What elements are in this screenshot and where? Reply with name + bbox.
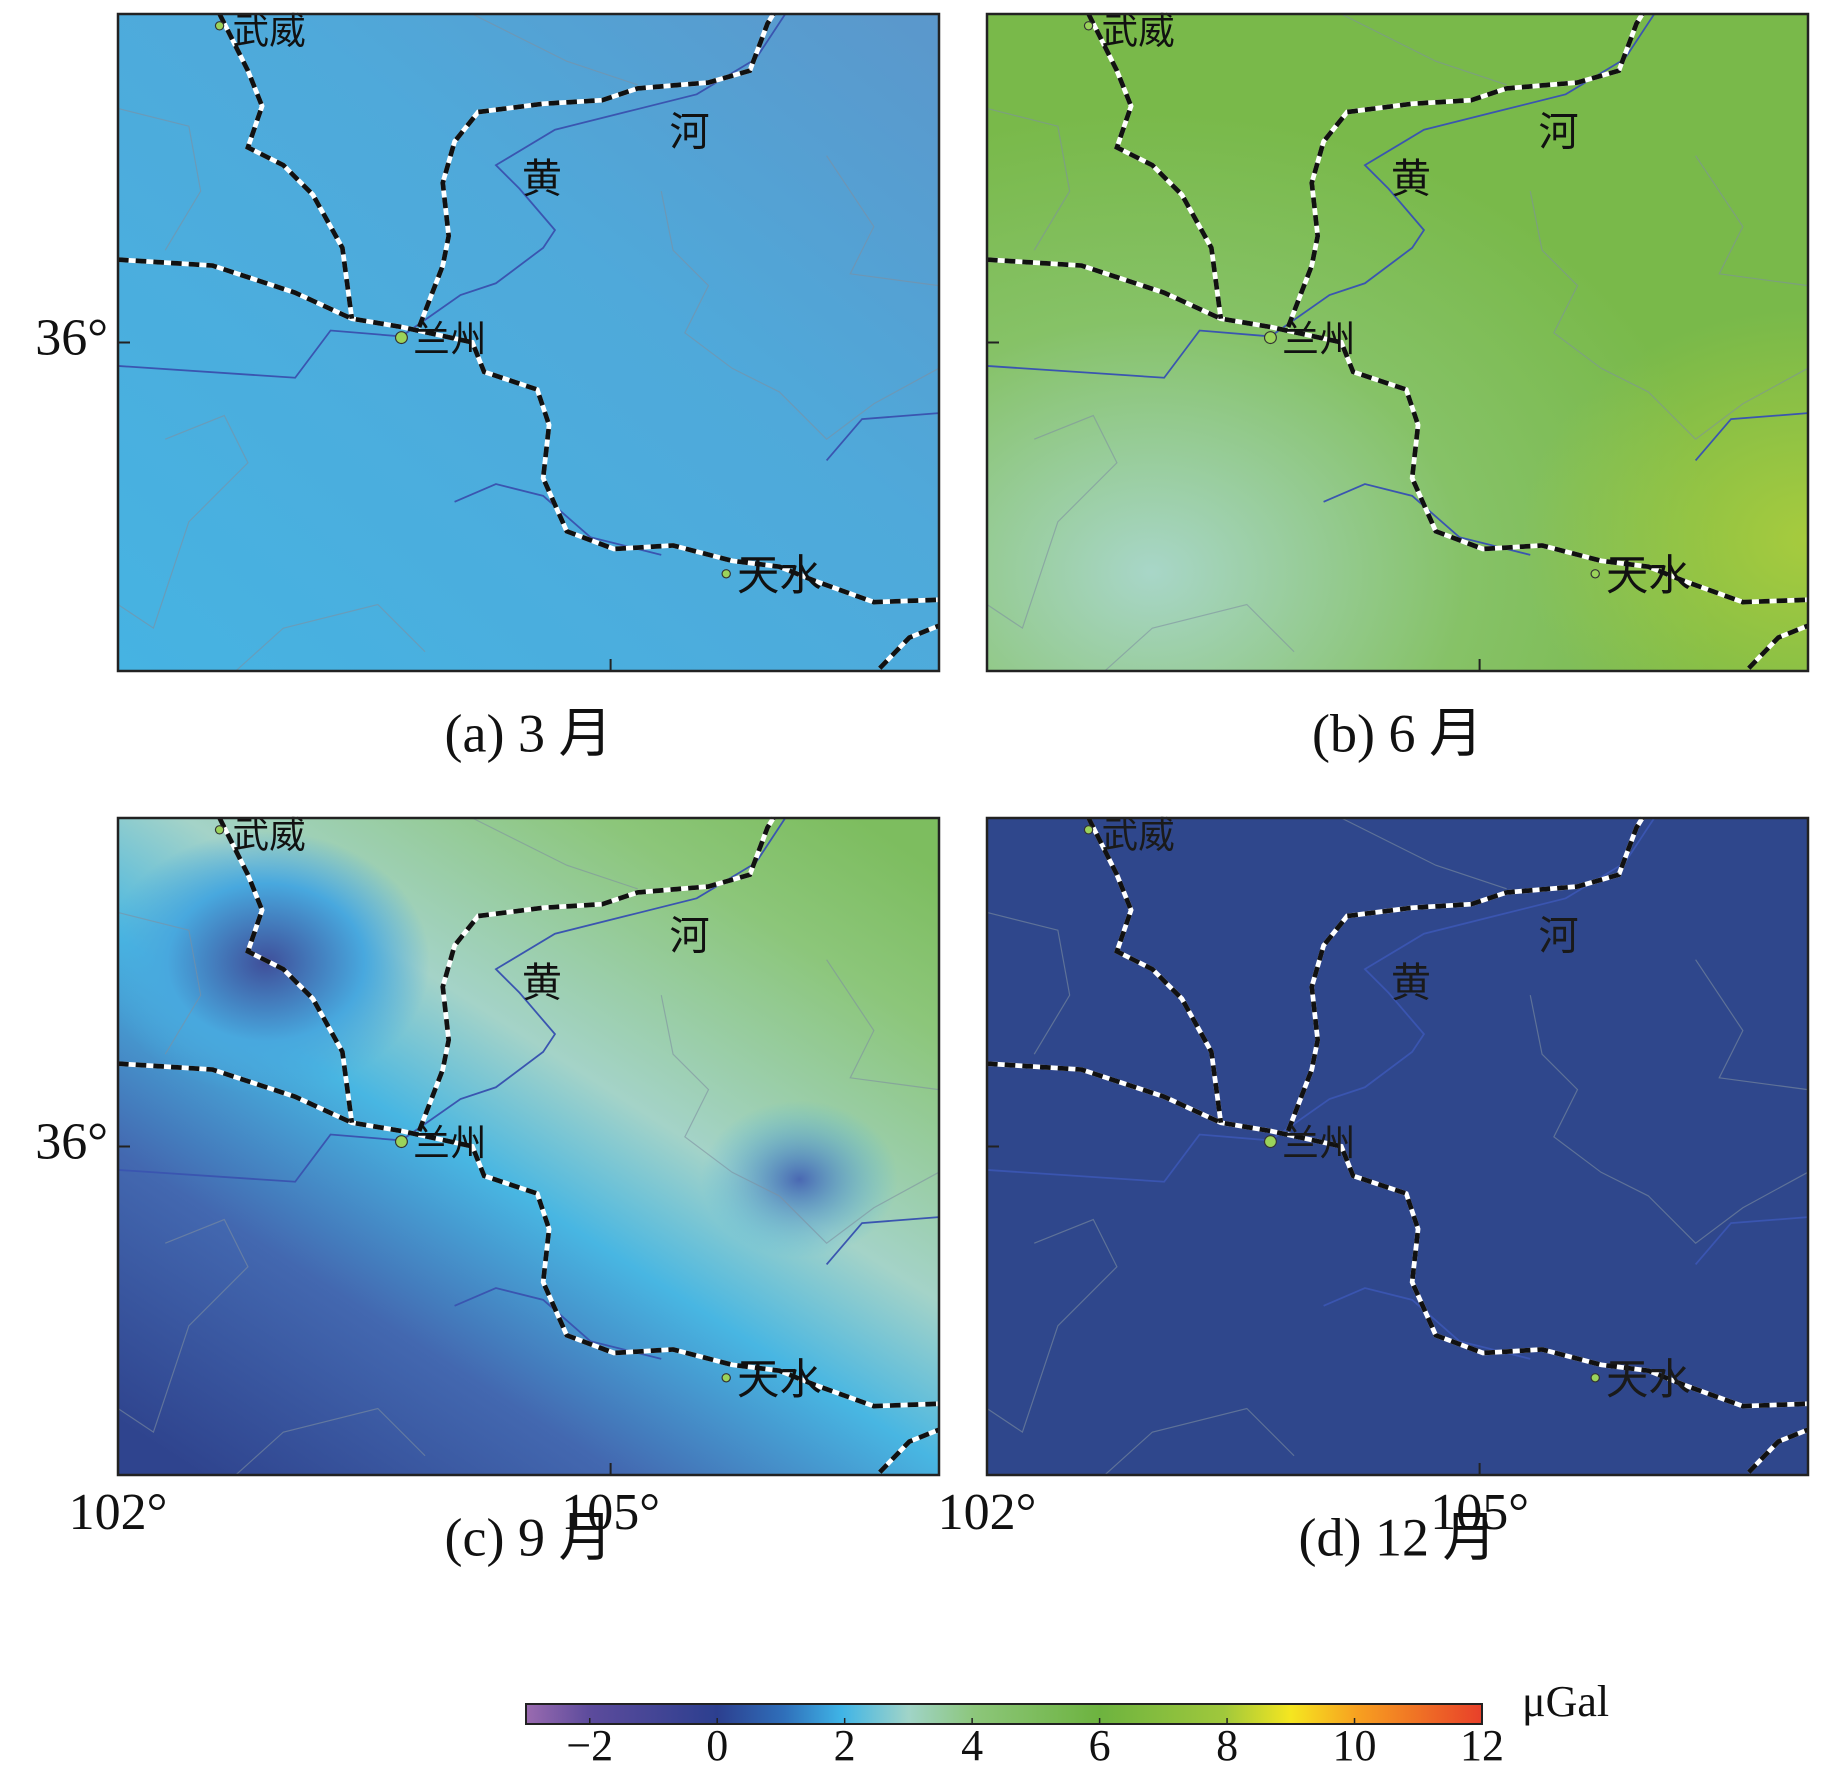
city-label: 武威 — [233, 9, 306, 52]
colorbar-tick-label: 2 — [834, 1721, 856, 1770]
city-dot — [214, 21, 225, 31]
river-label: 黄 — [522, 157, 562, 203]
city-dot — [1263, 1135, 1277, 1149]
city-label: 兰州 — [1282, 1122, 1355, 1165]
y-tick-label: 36° — [35, 309, 108, 366]
river-label: 河 — [670, 109, 710, 155]
city-label: 天水 — [737, 1356, 822, 1405]
city-label: 天水 — [737, 552, 822, 601]
city-dot — [1083, 21, 1094, 31]
colorbar-tick-label: 6 — [1089, 1721, 1111, 1770]
panel-label: (b) 6 月 — [1312, 703, 1483, 763]
x-tick-label: 105° — [561, 1484, 660, 1541]
x-tick-label: 105° — [1430, 1484, 1529, 1541]
colorbar-unit: μGal — [1522, 1677, 1609, 1726]
city-label: 武威 — [1102, 813, 1175, 856]
city-label: 武威 — [233, 813, 306, 856]
city-dot — [214, 825, 225, 835]
river-label: 河 — [670, 913, 710, 959]
panel-label: (c) 9 月 — [445, 1507, 613, 1567]
city-label: 兰州 — [413, 1122, 486, 1165]
city-label: 武威 — [1102, 9, 1175, 52]
city-dot — [721, 1373, 731, 1383]
colorbar-tick-label: −2 — [566, 1721, 613, 1770]
city-dot — [721, 569, 731, 579]
city-dot — [1263, 331, 1277, 345]
colorbar — [525, 1703, 1483, 1725]
river-label: 黄 — [522, 961, 562, 1007]
city-label: 兰州 — [413, 318, 486, 361]
city-dot — [1083, 825, 1094, 835]
y-tick-label: 36° — [35, 1113, 108, 1170]
city-label: 天水 — [1606, 552, 1691, 601]
city-dot — [394, 1135, 408, 1149]
city-dot — [1590, 1373, 1600, 1383]
city-dot — [394, 331, 408, 345]
river-label: 黄 — [1391, 157, 1431, 203]
colorbar-tick-label: 0 — [706, 1721, 728, 1770]
x-tick-label: 102° — [69, 1484, 168, 1541]
city-label: 兰州 — [1282, 318, 1355, 361]
x-tick-label: 102° — [938, 1484, 1037, 1541]
panel-label: (d) 12 月 — [1299, 1507, 1497, 1567]
river-label: 黄 — [1391, 961, 1431, 1007]
city-dot — [1590, 569, 1600, 579]
river-label: 河 — [1539, 913, 1579, 959]
colorbar-tick-label: 10 — [1333, 1721, 1377, 1770]
panel-label: (a) 3 月 — [445, 703, 613, 763]
city-label: 天水 — [1606, 1356, 1691, 1405]
colorbar-tick-label: 4 — [961, 1721, 983, 1770]
colorbar-tick-label: 8 — [1216, 1721, 1238, 1770]
colorbar-tick-label: 12 — [1460, 1721, 1504, 1770]
river-label: 河 — [1539, 109, 1579, 155]
